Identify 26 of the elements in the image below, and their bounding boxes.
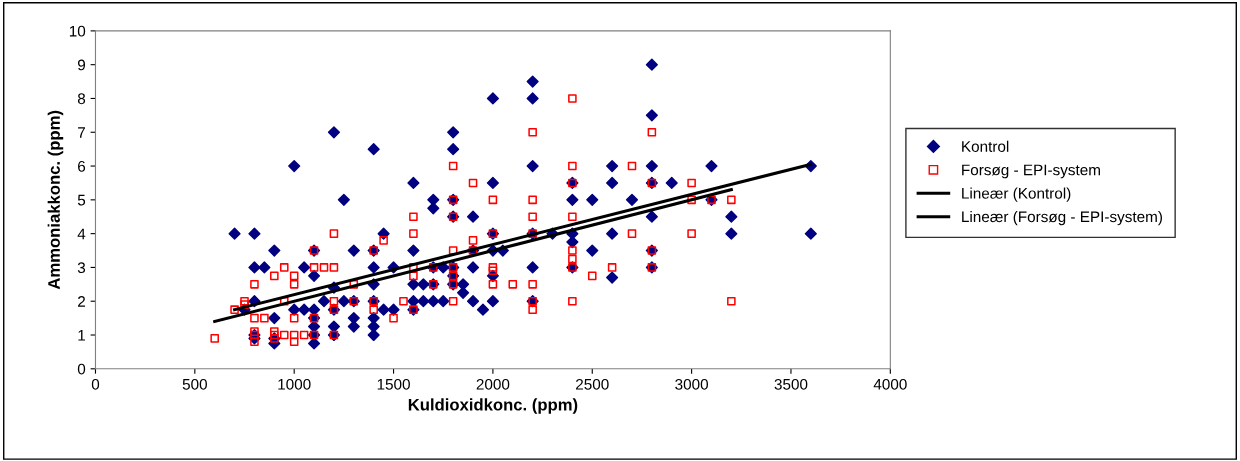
legend-label: Forsøg - EPI-system bbox=[962, 164, 1100, 179]
legend-label: Lineær (Forsøg - EPI-system) bbox=[962, 210, 1162, 226]
y-tick-label: 6 bbox=[78, 160, 86, 172]
y-tick-label: 4 bbox=[77, 228, 86, 240]
y-tick-label: 3 bbox=[77, 262, 86, 274]
y-tick-label: 8 bbox=[77, 93, 86, 105]
x-tick-label: 2000 bbox=[476, 378, 510, 390]
x-tick-label: 3500 bbox=[774, 378, 808, 390]
y-tick-label: 1 bbox=[78, 330, 86, 341]
y-tick-label: 2 bbox=[78, 296, 85, 307]
y-tick-label: 9 bbox=[77, 59, 86, 71]
x-tick-label: 0 bbox=[91, 378, 100, 390]
y-axis-title: Ammoniakkonc. (ppm) bbox=[47, 110, 64, 290]
x-tick-label: 4000 bbox=[873, 378, 907, 390]
legend-label: Lineær (Kontrol) bbox=[962, 187, 1071, 202]
x-tick-label: 2500 bbox=[576, 378, 609, 390]
x-axis-title: Kuldioxidkonc. (ppm) bbox=[408, 398, 578, 414]
y-tick-label: 0 bbox=[77, 363, 86, 375]
y-tick-label: 5 bbox=[77, 194, 86, 206]
y-tick-label: 7 bbox=[78, 127, 85, 138]
y-tick-label: 10 bbox=[69, 25, 86, 37]
legend-label: Kontrol bbox=[962, 140, 1009, 152]
x-tick-label: 500 bbox=[182, 378, 207, 390]
x-tick-label: 1500 bbox=[377, 378, 410, 390]
x-tick-label: 1000 bbox=[278, 378, 311, 390]
x-tick-label: 3000 bbox=[675, 378, 709, 390]
